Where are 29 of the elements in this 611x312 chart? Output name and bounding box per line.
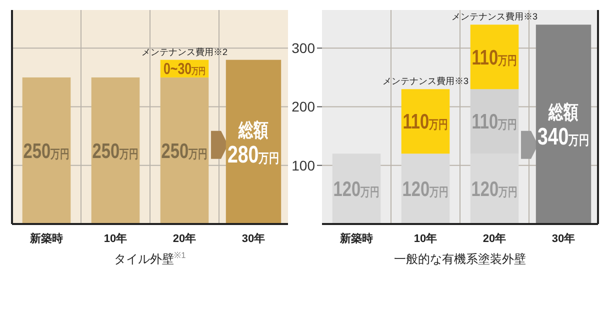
data-label: 110万円: [472, 110, 518, 134]
x-tick-label: 10年: [414, 232, 438, 245]
x-tick-label: 30年: [552, 232, 576, 245]
x-axis-title: 一般的な有機系塗装外壁: [394, 252, 526, 266]
data-label: 120万円: [471, 177, 518, 201]
data-label: 0~30万円: [164, 60, 206, 79]
data-label: 250万円: [161, 139, 208, 163]
data-label: 120万円: [402, 177, 449, 201]
y-tick-label: 200: [292, 98, 316, 115]
data-label: 120万円: [333, 177, 380, 201]
x-tick-label: 30年: [242, 232, 266, 245]
x-tick-label: 新築時: [29, 232, 63, 245]
x-tick-label: 10年: [104, 232, 128, 245]
data-label: 総額 340万円: [537, 102, 590, 150]
data-label: 110万円: [402, 110, 448, 134]
data-label: 110万円: [472, 45, 518, 69]
x-tick-label: 20年: [172, 232, 196, 245]
x-tick-label: 20年: [482, 232, 506, 245]
annotation: メンテナンス費用※3: [382, 76, 469, 86]
data-label: 250万円: [92, 139, 139, 163]
bar: [536, 24, 592, 224]
x-axis-title: タイル外壁$^{※1}$: [114, 250, 186, 266]
y-tick-label: 300: [292, 40, 316, 56]
y-tick-label: 100: [292, 157, 316, 174]
x-tick-label: 新築時: [339, 232, 373, 245]
annotation: メンテナンス費用※2: [141, 46, 228, 57]
data-label: 総額 280万円: [227, 120, 280, 168]
data-label: 250万円: [23, 139, 70, 163]
annotation: メンテナンス費用※3: [451, 12, 538, 22]
